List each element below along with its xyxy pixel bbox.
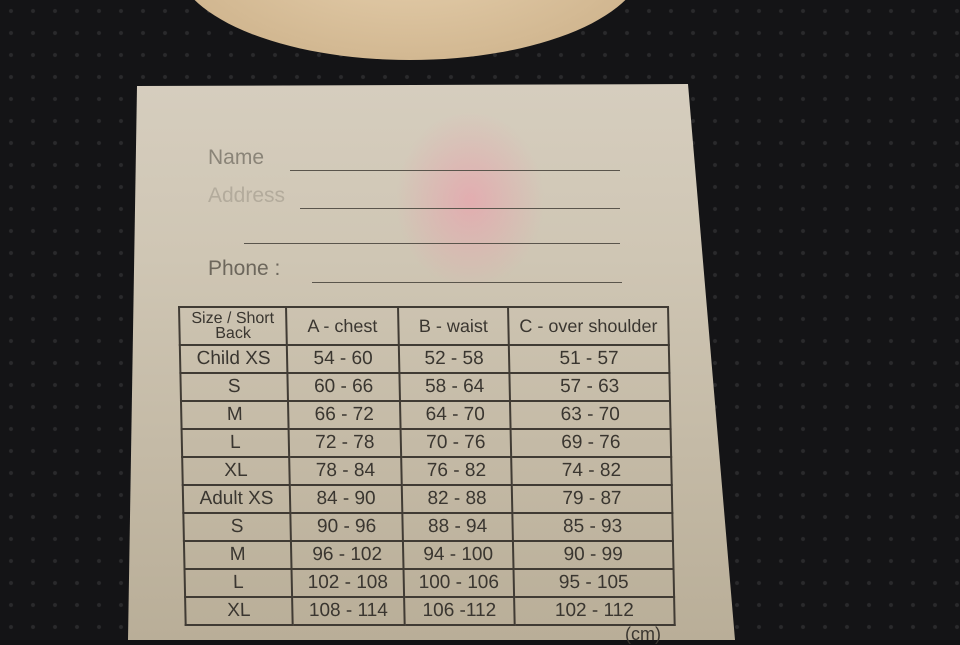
waist-cell: 82 - 88 [401,485,513,513]
table-row: S 60 - 66 58 - 64 57 - 63 [180,373,670,401]
size-cell: M [180,401,289,429]
shoulder-cell: 90 - 99 [512,541,674,569]
chest-cell: 54 - 60 [286,345,400,373]
chest-cell: 102 - 108 [291,569,405,597]
chest-cell: 96 - 102 [290,541,404,569]
size-cell: M [183,541,292,569]
shoulder-cell: 57 - 63 [509,373,670,401]
waist-cell: 94 - 100 [402,541,514,569]
size-cell: L [184,569,293,597]
address-line [300,208,620,209]
table-row: XL 78 - 84 76 - 82 74 - 82 [182,457,672,485]
waist-cell: 70 - 76 [400,429,512,457]
header-size: Size / Short Back [179,307,287,345]
size-cell: XL [182,457,290,485]
chest-cell: 108 - 114 [292,597,405,625]
chest-cell: 72 - 78 [288,429,402,457]
chest-cell: 66 - 72 [287,401,401,429]
size-cell: XL [185,597,293,625]
table-header-row: Size / Short Back A - chest B - waist C … [179,307,669,345]
size-cell: Child XS [179,345,288,373]
table-row: S 90 - 96 88 - 94 85 - 93 [183,513,673,541]
waist-cell: 52 - 58 [398,345,510,373]
shoulder-cell: 102 - 112 [514,597,675,625]
size-cell: L [181,429,290,457]
table-row: L 72 - 78 70 - 76 69 - 76 [181,429,672,457]
phone-line [312,282,622,283]
header-shoulder: C - over shoulder [508,307,669,345]
address-field-label: Address [208,184,286,207]
shoulder-cell: 51 - 57 [508,345,670,373]
waist-cell: 76 - 82 [401,457,512,485]
shoulder-cell: 74 - 82 [511,457,672,485]
waist-cell: 106 -112 [404,597,515,625]
chest-cell: 84 - 90 [289,485,403,513]
name-line [290,170,620,171]
shoulder-cell: 95 - 105 [513,569,675,597]
pink-stain [395,110,545,290]
address-line-2 [244,243,620,244]
table-row: Child XS 54 - 60 52 - 58 51 - 57 [179,345,670,373]
shoulder-cell: 85 - 93 [512,513,673,541]
table-row: M 96 - 102 94 - 100 90 - 99 [183,541,674,569]
phone-field-label: Phone : [208,257,281,280]
shoulder-cell: 63 - 70 [509,401,671,429]
waist-cell: 100 - 106 [403,569,515,597]
size-cell: S [180,373,288,401]
shoulder-cell: 69 - 76 [510,429,672,457]
table-row: XL 108 - 114 106 -112 102 - 112 [185,597,675,625]
waist-cell: 58 - 64 [399,373,510,401]
chest-cell: 60 - 66 [287,373,400,401]
header-chest: A - chest [286,307,399,345]
table-row: L 102 - 108 100 - 106 95 - 105 [184,569,675,597]
unit-label: (cm) [625,624,661,644]
waist-cell: 64 - 70 [399,401,511,429]
size-cell: S [183,513,291,541]
size-chart-table: Size / Short Back A - chest B - waist C … [178,306,676,626]
size-cell: Adult XS [182,485,291,513]
table-row: Adult XS 84 - 90 82 - 88 79 - 87 [182,485,673,513]
header-waist: B - waist [398,307,509,345]
name-field-label: Name [208,146,265,169]
chest-cell: 78 - 84 [289,457,402,485]
waist-cell: 88 - 94 [402,513,513,541]
shoulder-cell: 79 - 87 [511,485,673,513]
table-row: M 66 - 72 64 - 70 63 - 70 [180,401,671,429]
chest-cell: 90 - 96 [290,513,403,541]
